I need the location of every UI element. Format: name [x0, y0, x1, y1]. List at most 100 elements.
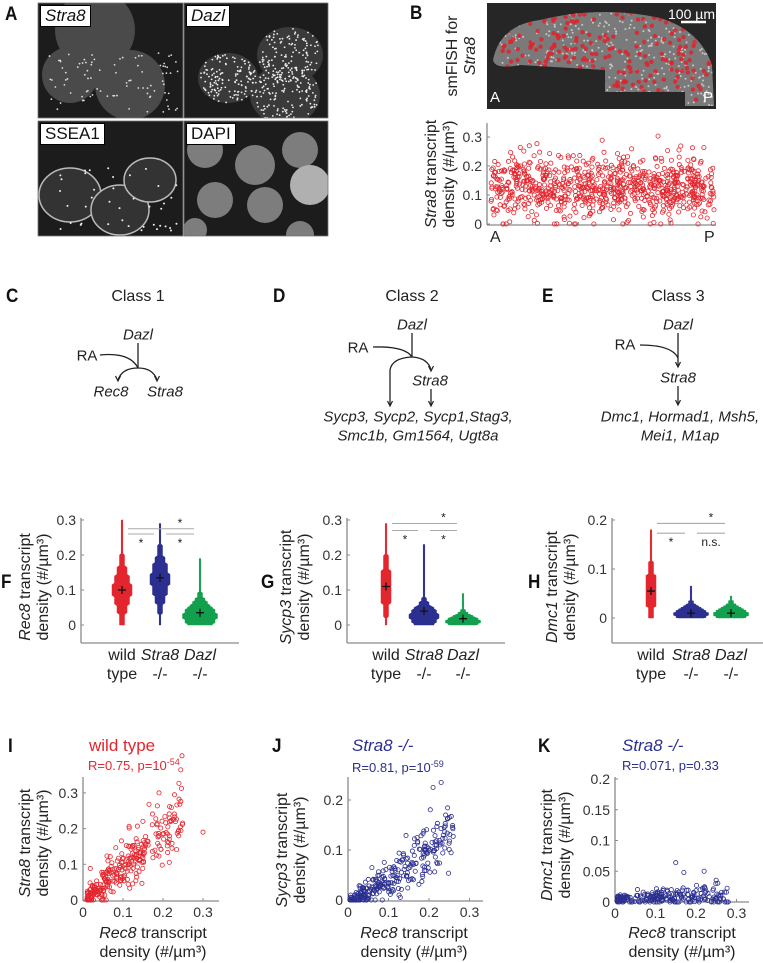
transcript-spot	[287, 71, 290, 74]
transcript-spot	[276, 113, 278, 116]
transcript-spot	[252, 71, 255, 74]
stra8-transcript-cluster	[542, 19, 547, 24]
b-data-point	[618, 177, 624, 183]
transcript-spot	[268, 59, 270, 62]
stra8-transcript-cluster	[556, 49, 562, 54]
b-data-point	[659, 209, 665, 215]
k-x-axis-label: Rec8 transcript density (#/µm³)	[628, 924, 736, 962]
b-data-point	[666, 211, 672, 217]
stra8-transcript-cluster	[615, 84, 621, 89]
j-data-point	[386, 889, 392, 895]
nucleus-signal	[581, 23, 584, 26]
i-data-point	[169, 840, 175, 846]
b-data-point	[502, 168, 508, 174]
b-data-point	[665, 148, 671, 154]
stra8-transcript-cluster	[623, 79, 629, 85]
k-y-axis-label: Dmc1 transcript density (#/µm³)	[539, 789, 575, 901]
transcript-spot	[299, 105, 302, 107]
b-data-point	[572, 184, 578, 190]
cell-membrane	[123, 157, 177, 203]
nucleus-signal	[654, 39, 657, 42]
j-data-point	[438, 826, 444, 832]
transcript-spot	[245, 87, 247, 89]
transcript-spot	[216, 58, 219, 60]
b-data-point	[589, 179, 595, 185]
stra8-transcript-cluster	[692, 40, 697, 45]
b-data-point	[660, 193, 666, 199]
transcript-spot	[299, 97, 302, 100]
b-data-point	[650, 176, 656, 182]
b-data-point	[504, 186, 510, 192]
transcript-spot	[232, 56, 234, 59]
h-violin-1	[673, 585, 709, 619]
k-data-point	[617, 892, 623, 898]
stra8-transcript-cluster	[683, 60, 689, 65]
transcript-spot	[140, 54, 143, 57]
i-data-point	[152, 847, 158, 853]
b-data-point	[690, 182, 696, 188]
stra8-transcript-cluster	[589, 51, 595, 56]
k-y-tick-label: 0.1	[591, 833, 611, 849]
transcript-spot	[217, 93, 220, 95]
transcript-spot	[314, 45, 316, 48]
panel-letter-e: E	[542, 286, 554, 307]
i-data-point	[99, 892, 105, 898]
transcript-spot	[262, 59, 265, 61]
k-data-point	[674, 899, 680, 905]
b-data-point	[567, 213, 573, 219]
stra8-transcript-cluster	[676, 37, 682, 43]
i-data-point	[105, 884, 111, 890]
stra8-transcript-cluster	[569, 47, 575, 52]
j-data-point	[421, 843, 427, 849]
nucleus-signal	[573, 51, 576, 54]
j-data-point	[381, 859, 387, 865]
k-data-point	[673, 890, 679, 896]
stra8-transcript-cluster	[637, 51, 642, 57]
b-data-point	[524, 174, 530, 180]
transcript-spot	[298, 86, 300, 89]
transcript-spot	[248, 71, 251, 73]
transcript-spot	[161, 72, 164, 75]
f-mean-marker-2	[196, 608, 204, 617]
i-data-point	[117, 882, 123, 888]
transcript-spot	[289, 79, 292, 82]
b-data-point	[710, 220, 716, 226]
b-data-point	[551, 192, 557, 198]
b-data-point	[654, 163, 660, 169]
transcript-spot	[211, 58, 214, 61]
f-category-label-0: wild type	[107, 646, 137, 684]
b-data-point	[632, 187, 638, 193]
j-data-point	[402, 863, 408, 869]
transcript-spot	[204, 80, 207, 83]
i-data-point	[115, 855, 121, 861]
b-data-point	[668, 220, 674, 226]
transcript-spot	[233, 90, 236, 93]
transcript-spot	[116, 94, 118, 97]
transcript-spot	[244, 62, 246, 65]
j-data-point	[389, 880, 395, 886]
transcript-spot	[307, 78, 310, 81]
transcript-spot	[96, 88, 99, 90]
b-data-point	[574, 195, 580, 201]
b-data-point	[585, 186, 591, 192]
b-data-point	[695, 180, 701, 186]
transcript-spot	[272, 33, 275, 36]
j-data-point	[407, 876, 413, 882]
transcript-spot	[209, 85, 212, 88]
j-data-point	[390, 888, 396, 894]
transcript-spot	[59, 59, 62, 62]
j-xlabel-rest: transcript	[397, 925, 468, 942]
transcript-spot	[266, 87, 269, 90]
b-data-point	[556, 207, 562, 213]
b-data-point	[629, 168, 635, 174]
b-data-point	[604, 187, 610, 193]
micrograph-dazl	[183, 2, 329, 119]
k-xlabel-rest: transcript	[665, 925, 736, 942]
j-data-point	[358, 893, 364, 899]
nucleus-signal	[707, 85, 710, 88]
transcript-spot	[293, 33, 296, 35]
b-data-point	[556, 169, 562, 175]
b-data-point	[516, 171, 522, 177]
transcript-spot	[311, 106, 314, 108]
i-data-point	[166, 811, 172, 817]
